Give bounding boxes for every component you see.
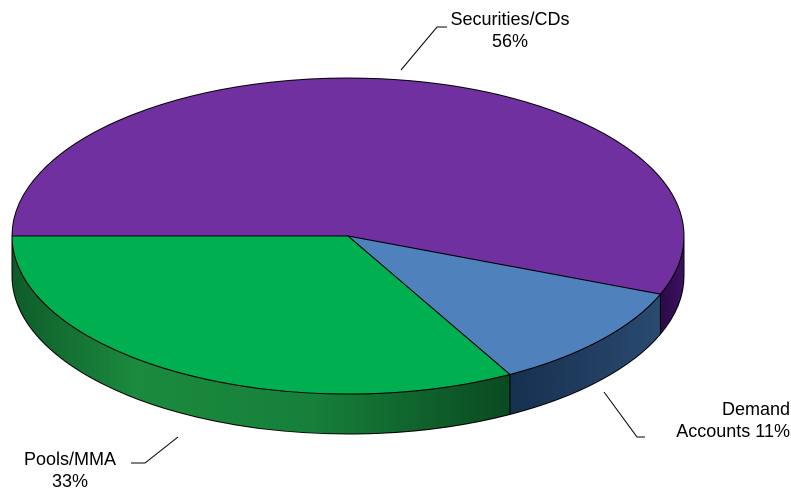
pie-slice-pools	[11, 235, 511, 395]
slice-label-pools: Pools/MMA 33%	[0, 448, 140, 492]
slice-name-demand: Demand	[721, 399, 790, 419]
slice-value-pools: 33%	[51, 471, 89, 491]
slice-value-demand: 11%	[755, 421, 790, 441]
slice-label-demand: Demand Accounts 11%	[620, 398, 790, 442]
pie-tops	[11, 77, 685, 395]
leader-line-pools	[131, 436, 179, 464]
slice-label-securities: Securities/CDs 56%	[410, 8, 610, 52]
leader-line-securities	[400, 26, 447, 71]
pie-slice-securities	[11, 77, 685, 295]
leader-line-demand	[603, 391, 645, 438]
pie-slice-demand	[346, 235, 662, 376]
slice-value-securities: 56%	[491, 31, 529, 51]
slice-name-value-demand: Accounts 11%	[620, 420, 790, 442]
slice-name-demand-rest: Accounts	[676, 421, 751, 441]
slice-name-pools: Pools/MMA	[23, 449, 117, 469]
slice-name-securities: Securities/CDs	[450, 9, 570, 29]
leader-lines	[131, 26, 645, 464]
